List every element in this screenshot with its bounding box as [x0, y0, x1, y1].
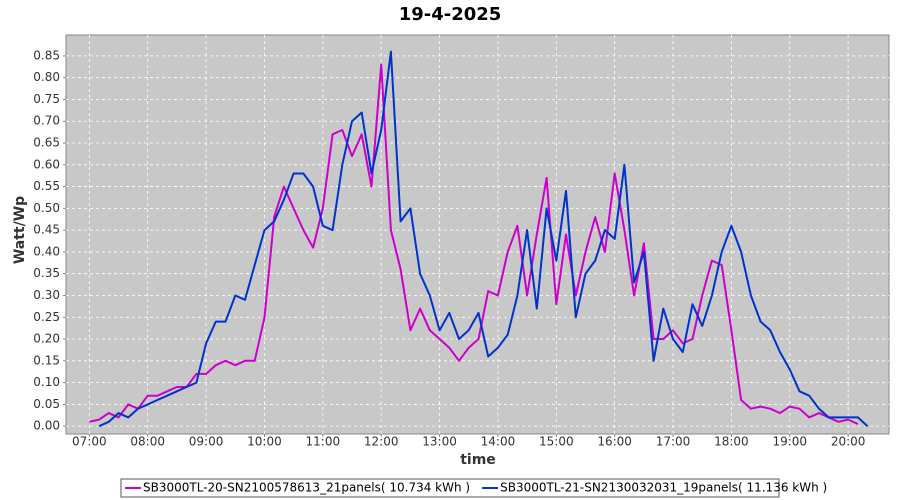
y-tick-label: 0.20 — [33, 332, 60, 346]
series-line — [89, 63, 859, 425]
y-tick-label: 0.75 — [33, 92, 60, 106]
x-axis-label: time — [460, 452, 496, 468]
plot-area — [65, 34, 890, 435]
y-tick-label: 0.60 — [33, 157, 60, 171]
x-tick-label: 18:00 — [714, 435, 749, 449]
y-tick-label: 0.40 — [33, 244, 60, 258]
y-tick-label: 0.55 — [33, 179, 60, 193]
x-tick-label: 13:00 — [422, 435, 457, 449]
y-tick-label: 0.35 — [33, 266, 60, 280]
y-tick-label: 0.25 — [33, 310, 60, 324]
y-tick-label: 0.85 — [33, 48, 60, 62]
y-tick-label: 0.50 — [33, 201, 60, 215]
x-tick-label: 16:00 — [597, 435, 632, 449]
y-tick-label: 0.65 — [33, 136, 60, 150]
x-tick-label: 20:00 — [831, 435, 866, 449]
y-axis-label: Watt/Wp — [12, 196, 28, 264]
x-tick-label: 12:00 — [364, 435, 399, 449]
legend-label: SB3000TL-21-SN2130032031_19panels( 11.13… — [500, 481, 827, 495]
y-tick-label: 0.80 — [33, 70, 60, 84]
y-tick-label: 0.15 — [33, 353, 60, 367]
x-tick-label: 19:00 — [772, 435, 807, 449]
y-tick-label: 0.45 — [33, 223, 60, 237]
legend-box — [120, 478, 780, 498]
y-tick-label: 0.05 — [33, 397, 60, 411]
series-line — [98, 50, 869, 428]
y-tick-label: 0.10 — [33, 375, 60, 389]
x-tick-label: 08:00 — [130, 435, 165, 449]
x-tick-label: 11:00 — [306, 435, 341, 449]
x-tick-label: 09:00 — [189, 435, 224, 449]
y-tick-label: 0.00 — [33, 419, 60, 433]
y-tick-label: 0.30 — [33, 288, 60, 302]
legend-label: SB3000TL-20-SN2100578613_21panels( 10.73… — [143, 481, 470, 495]
x-tick-label: 10:00 — [247, 435, 282, 449]
chart-title: 19-4-2025 — [399, 4, 502, 25]
x-tick-label: 15:00 — [539, 435, 574, 449]
x-tick-label: 07:00 — [72, 435, 107, 449]
y-tick-label: 0.70 — [33, 114, 60, 128]
x-tick-label: 17:00 — [656, 435, 691, 449]
x-tick-label: 14:00 — [481, 435, 516, 449]
